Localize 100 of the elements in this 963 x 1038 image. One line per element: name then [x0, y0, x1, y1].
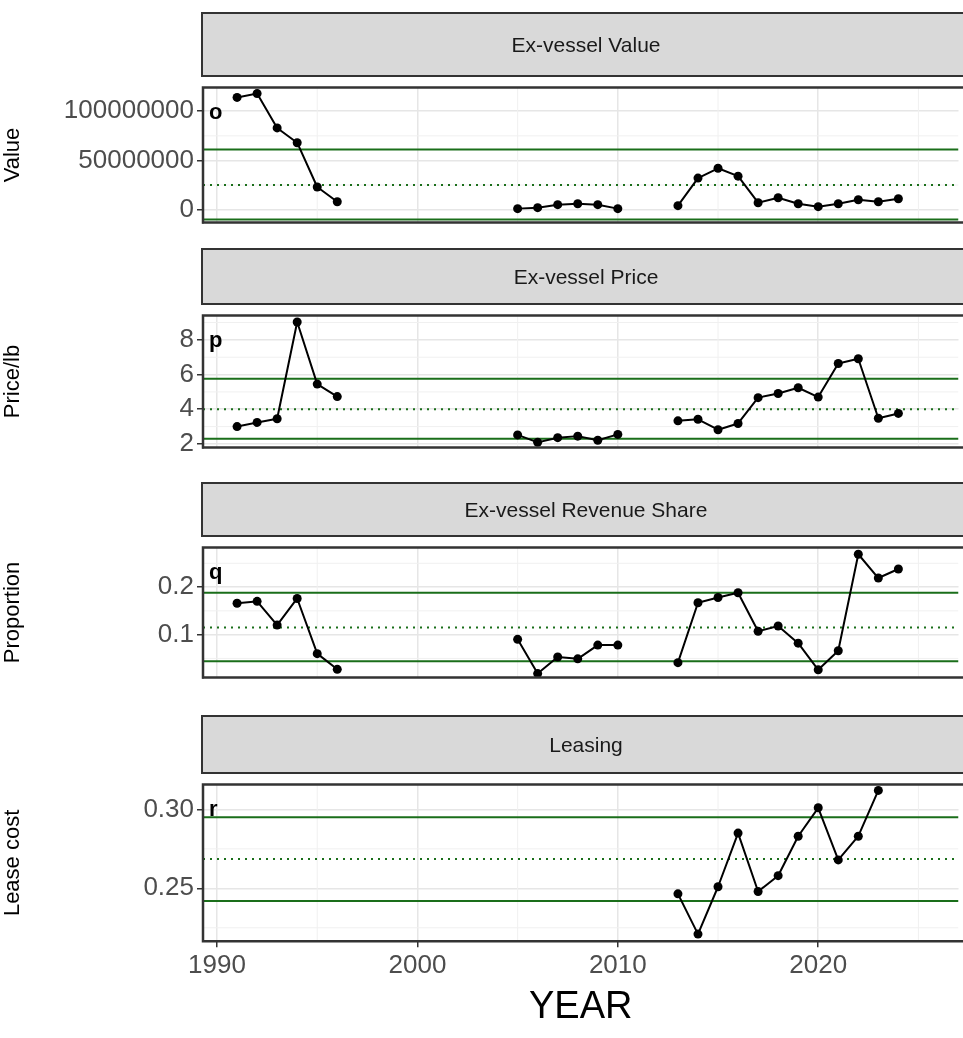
point [773, 193, 783, 203]
point [252, 89, 262, 98]
point [753, 393, 763, 403]
point [613, 429, 623, 439]
y-axis-title: Lease cost [0, 809, 25, 917]
point [332, 664, 342, 674]
point [593, 640, 603, 650]
point [813, 665, 823, 675]
y-tick-label: 0.1 [157, 617, 194, 648]
point [893, 564, 903, 574]
y-tick-label: 6 [179, 357, 194, 388]
point [533, 203, 543, 213]
point [833, 358, 843, 368]
point [593, 200, 603, 210]
y-tick-label: 0.2 [157, 570, 194, 601]
y-tick-label: 0 [179, 192, 194, 223]
y-tick-label: 50000000 [78, 143, 194, 174]
point [312, 182, 322, 192]
y-tick-label: 100000000 [63, 94, 194, 125]
point [833, 855, 843, 865]
point [593, 435, 603, 445]
point [713, 163, 723, 173]
point [252, 596, 262, 606]
point [693, 929, 703, 939]
y-tick-label: 0.30 [143, 792, 194, 823]
point [613, 204, 623, 214]
point [673, 201, 683, 211]
point [292, 138, 302, 148]
point [733, 588, 743, 598]
annotation: p [209, 326, 223, 352]
point [813, 803, 823, 813]
point [673, 658, 683, 668]
point [312, 649, 322, 659]
point [533, 669, 543, 678]
point [272, 414, 282, 424]
annotation: r [209, 795, 218, 821]
point [893, 194, 903, 204]
point [232, 598, 242, 608]
point [332, 392, 342, 402]
point [873, 573, 883, 583]
point [272, 123, 282, 133]
point [793, 383, 803, 393]
point [713, 593, 723, 603]
point [573, 199, 583, 209]
point [873, 197, 883, 207]
point [513, 204, 523, 214]
point [833, 646, 843, 656]
y-tick-label: 2 [179, 427, 194, 458]
point [292, 317, 302, 327]
y-axis-title: Value [0, 127, 25, 183]
y-axis-title: Proportion [0, 561, 25, 664]
point [513, 634, 523, 644]
annotation: q [209, 558, 223, 584]
point [793, 831, 803, 841]
point [753, 626, 763, 636]
chart-title: Leasing [201, 715, 963, 774]
point [713, 882, 723, 892]
chart-title: Ex-vessel Value [201, 12, 963, 77]
point [833, 199, 843, 209]
y-axis-title: Price/lb [0, 344, 25, 419]
point [753, 198, 763, 208]
y-tick-label: 4 [179, 392, 194, 423]
point [673, 416, 683, 426]
annotation: o [209, 98, 223, 124]
point [853, 195, 863, 205]
point [853, 831, 863, 841]
point [573, 654, 583, 664]
point [773, 621, 783, 631]
point [232, 422, 242, 432]
point [893, 408, 903, 418]
point [272, 620, 282, 630]
point [733, 171, 743, 181]
point [733, 418, 743, 428]
point [773, 871, 783, 881]
point [793, 638, 803, 648]
point [613, 640, 623, 650]
point [553, 433, 563, 443]
x-tick-label: 2010 [588, 948, 647, 979]
point [292, 593, 302, 603]
point [853, 549, 863, 559]
point [252, 417, 262, 427]
point [312, 379, 322, 389]
point [873, 785, 883, 795]
point [773, 388, 783, 398]
point [232, 92, 242, 102]
chart-title: Ex-vessel Revenue Share [201, 482, 963, 537]
x-axis-title: YEAR [529, 983, 633, 1026]
point [513, 430, 523, 440]
point [813, 392, 823, 402]
chart-title: Ex-vessel Price [201, 248, 963, 305]
point [553, 200, 563, 210]
point [873, 413, 883, 423]
y-tick-label: 0.25 [143, 871, 194, 902]
x-tick-label: 1990 [188, 948, 246, 979]
point [693, 414, 703, 424]
x-tick-label: 2000 [388, 948, 447, 979]
point [713, 425, 723, 435]
point [673, 889, 683, 899]
point [733, 828, 743, 838]
point [813, 202, 823, 212]
